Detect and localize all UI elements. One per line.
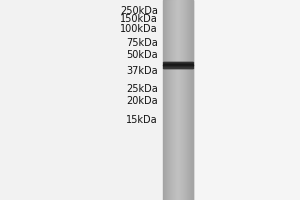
Text: 15kDa: 15kDa bbox=[126, 115, 158, 125]
Bar bbox=[179, 0, 180, 200]
Bar bbox=[163, 67, 193, 68]
Text: 75kDa: 75kDa bbox=[126, 38, 158, 48]
Bar bbox=[163, 65, 193, 66]
Bar bbox=[177, 0, 178, 200]
Text: 150kDa: 150kDa bbox=[120, 14, 158, 24]
Bar bbox=[174, 0, 175, 200]
Bar bbox=[163, 66, 193, 67]
Bar bbox=[184, 0, 185, 200]
Bar bbox=[172, 0, 173, 200]
Bar bbox=[168, 0, 169, 200]
Bar bbox=[167, 0, 168, 200]
Text: 100kDa: 100kDa bbox=[120, 24, 158, 34]
Text: 50kDa: 50kDa bbox=[126, 50, 158, 60]
Bar bbox=[163, 62, 193, 63]
Bar bbox=[176, 0, 177, 200]
Bar bbox=[186, 0, 187, 200]
Bar bbox=[0, 0, 163, 200]
Bar bbox=[189, 0, 190, 200]
Bar bbox=[171, 0, 172, 200]
Bar bbox=[169, 0, 170, 200]
Bar bbox=[188, 0, 189, 200]
Bar bbox=[170, 0, 171, 200]
Bar bbox=[180, 0, 181, 200]
Bar bbox=[163, 64, 193, 65]
Bar bbox=[187, 0, 188, 200]
Bar bbox=[163, 0, 164, 200]
Bar bbox=[181, 0, 182, 200]
Bar bbox=[190, 0, 191, 200]
Bar bbox=[183, 0, 184, 200]
Bar bbox=[164, 0, 165, 200]
Bar bbox=[192, 0, 193, 200]
Bar bbox=[173, 0, 174, 200]
Bar bbox=[182, 0, 183, 200]
Bar bbox=[178, 0, 179, 200]
Bar bbox=[193, 0, 300, 200]
Text: 20kDa: 20kDa bbox=[126, 96, 158, 106]
Text: 250kDa: 250kDa bbox=[120, 6, 158, 16]
Bar bbox=[191, 0, 192, 200]
Text: 37kDa: 37kDa bbox=[126, 66, 158, 76]
Text: 25kDa: 25kDa bbox=[126, 84, 158, 94]
Bar bbox=[185, 0, 186, 200]
Bar bbox=[163, 63, 193, 64]
Bar bbox=[165, 0, 166, 200]
